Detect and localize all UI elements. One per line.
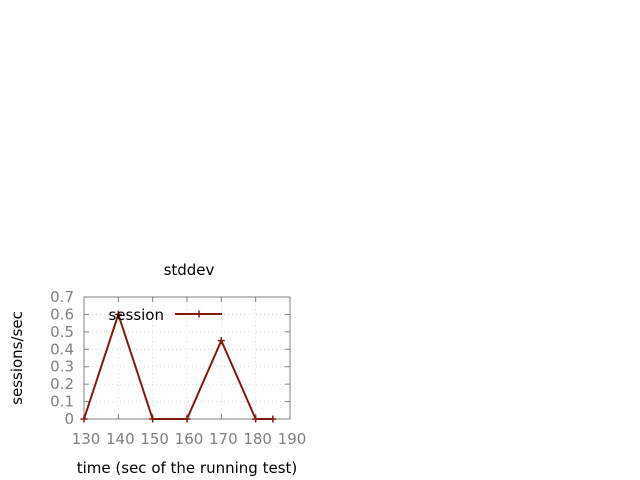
x-tick-label: 160 (175, 430, 204, 448)
x-tick-label: 140 (106, 430, 135, 448)
x-axis-label: time (sec of the running test) (77, 459, 298, 477)
y-tick-label: 0.2 (50, 375, 74, 393)
data-point (183, 415, 191, 423)
x-axis-ticks: 130 140 150 160 170 180 190 (72, 297, 307, 448)
legend-marker-session (195, 310, 203, 318)
x-tick-label: 170 (209, 430, 238, 448)
x-tick-label: 150 (140, 430, 169, 448)
x-tick-label: 190 (278, 430, 307, 448)
y-tick-label: 0.1 (50, 393, 74, 411)
x-tick-label: 180 (243, 430, 272, 448)
x-tick-label: 130 (72, 430, 101, 448)
y-tick-label: 0.7 (50, 288, 74, 306)
y-tick-label: 0 (64, 410, 74, 428)
data-point (269, 415, 277, 423)
data-point (149, 415, 157, 423)
y-tick-label: 0.3 (50, 358, 74, 376)
data-point (252, 415, 260, 423)
data-point (217, 337, 225, 345)
data-point (114, 310, 122, 318)
series-layer (80, 310, 277, 423)
y-axis-label: sessions/sec (8, 311, 26, 405)
y-tick-label: 0.6 (50, 305, 74, 323)
chart-title: stddev (164, 261, 215, 279)
y-tick-label: 0.5 (50, 323, 74, 341)
y-axis-ticks: 00.10.20.30.40.50.60.7 (50, 288, 290, 428)
data-point (80, 415, 88, 423)
legend-label-session: session (108, 306, 164, 324)
y-tick-label: 0.4 (50, 340, 74, 358)
legend: session (108, 306, 222, 324)
